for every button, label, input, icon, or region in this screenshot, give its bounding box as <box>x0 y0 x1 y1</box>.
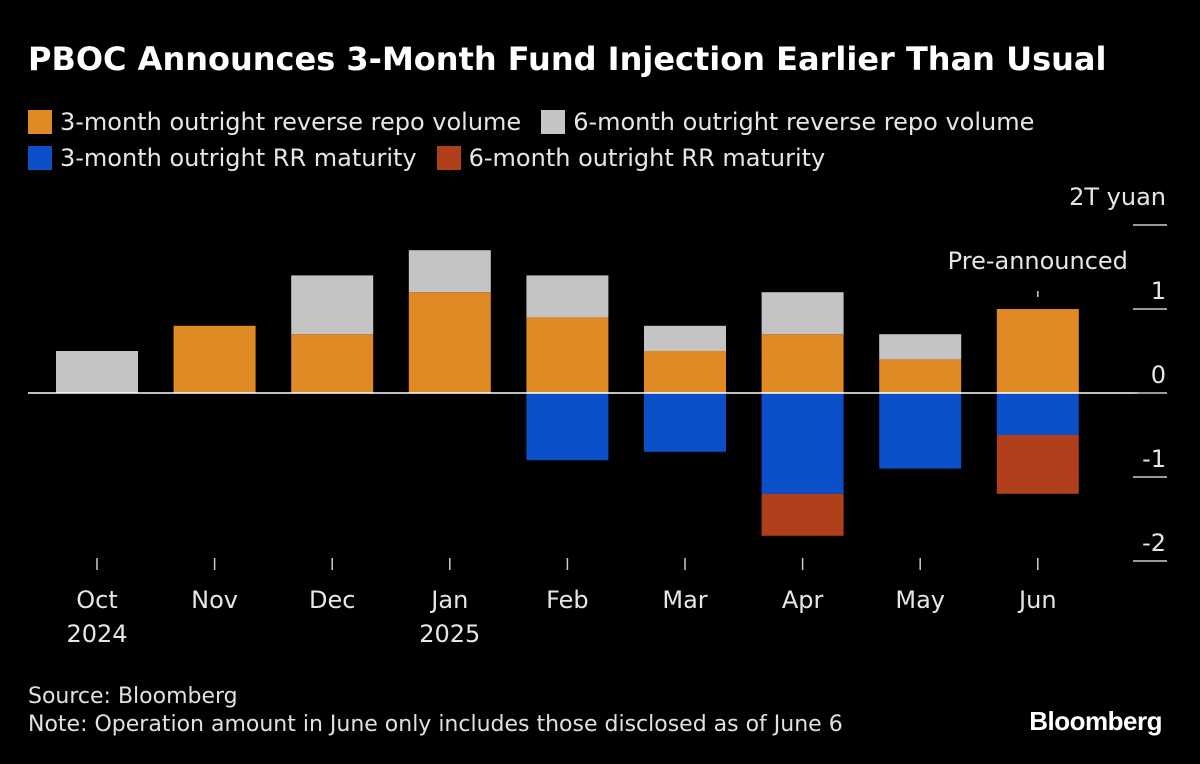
legend-swatch <box>28 110 52 134</box>
legend-item: 6-month outright reverse repo volume <box>541 108 1034 136</box>
legend-item: 3-month outright RR maturity <box>28 144 417 172</box>
bar-apr-series-1 <box>761 292 844 335</box>
legend-swatch <box>541 110 566 134</box>
source-note: Source: Bloomberg <box>28 684 238 709</box>
bar-apr-series-2 <box>761 393 844 494</box>
y-tick-label: -2 <box>1142 529 1166 557</box>
bar-may-series-0 <box>879 359 962 393</box>
bar-mar-series-2 <box>644 393 726 452</box>
bar-may-series-2 <box>879 393 962 469</box>
x-tick-label: Nov <box>191 586 238 614</box>
y-tick-label: 0 <box>1151 361 1166 389</box>
legend-item: 3-month outright reverse repo volume <box>28 108 521 136</box>
bar-feb-series-1 <box>526 275 609 318</box>
x-tick-label: Jan <box>429 586 468 614</box>
x-tick-label: May <box>895 586 945 614</box>
bar-may-series-1 <box>879 334 962 360</box>
x-tick-label: Apr <box>782 586 824 614</box>
legend-label: 3-month outright RR maturity <box>60 144 417 172</box>
bar-dec-series-0 <box>291 334 374 393</box>
legend-item: 6-month outright RR maturity <box>436 144 826 172</box>
bar-jan-series-1 <box>408 250 491 293</box>
x-tick-label: Dec <box>309 586 355 614</box>
bar-oct-series-1 <box>56 351 138 393</box>
chart-title: PBOC Announces 3-Month Fund Injection Ea… <box>28 40 1107 78</box>
legend-label: 6-month outright reverse repo volume <box>573 108 1035 136</box>
legend-swatch <box>28 146 52 170</box>
bar-apr-series-0 <box>761 334 844 393</box>
legend: 3-month outright reverse repo volume 6-m… <box>28 104 1178 176</box>
x-tick-label: Oct <box>76 586 118 614</box>
x-tick-label: Feb <box>546 586 589 614</box>
bar-apr-series-3 <box>761 493 844 536</box>
legend-swatch <box>436 146 461 170</box>
footnote: Note: Operation amount in June only incl… <box>28 712 843 737</box>
legend-label: 6-month outright RR maturity <box>468 144 826 172</box>
x-year-label: 2025 <box>419 620 480 648</box>
bloomberg-logo: Bloomberg <box>1029 706 1162 736</box>
bar-feb-series-2 <box>526 393 609 461</box>
legend-label: 3-month outright reverse repo volume <box>60 108 522 136</box>
bar-jun-series-0 <box>996 309 1079 393</box>
x-tick-label: Jun <box>1017 586 1057 614</box>
bar-mar-series-0 <box>644 351 726 393</box>
bar-nov-series-0 <box>173 325 256 393</box>
y-axis-unit-label: 2T yuan <box>1069 183 1166 211</box>
x-tick-label: Mar <box>662 586 707 614</box>
y-tick-label: -1 <box>1142 445 1166 473</box>
y-tick-label: 1 <box>1151 277 1166 305</box>
bar-dec-series-1 <box>291 275 374 335</box>
bar-jun-series-3 <box>996 435 1079 494</box>
bar-feb-series-0 <box>526 317 609 393</box>
bar-jun-series-2 <box>996 393 1079 435</box>
bar-mar-series-1 <box>644 325 726 351</box>
bar-jan-series-0 <box>408 292 491 393</box>
x-year-label: 2024 <box>66 620 127 648</box>
annotation-pre-announced: Pre-announced <box>948 247 1128 275</box>
